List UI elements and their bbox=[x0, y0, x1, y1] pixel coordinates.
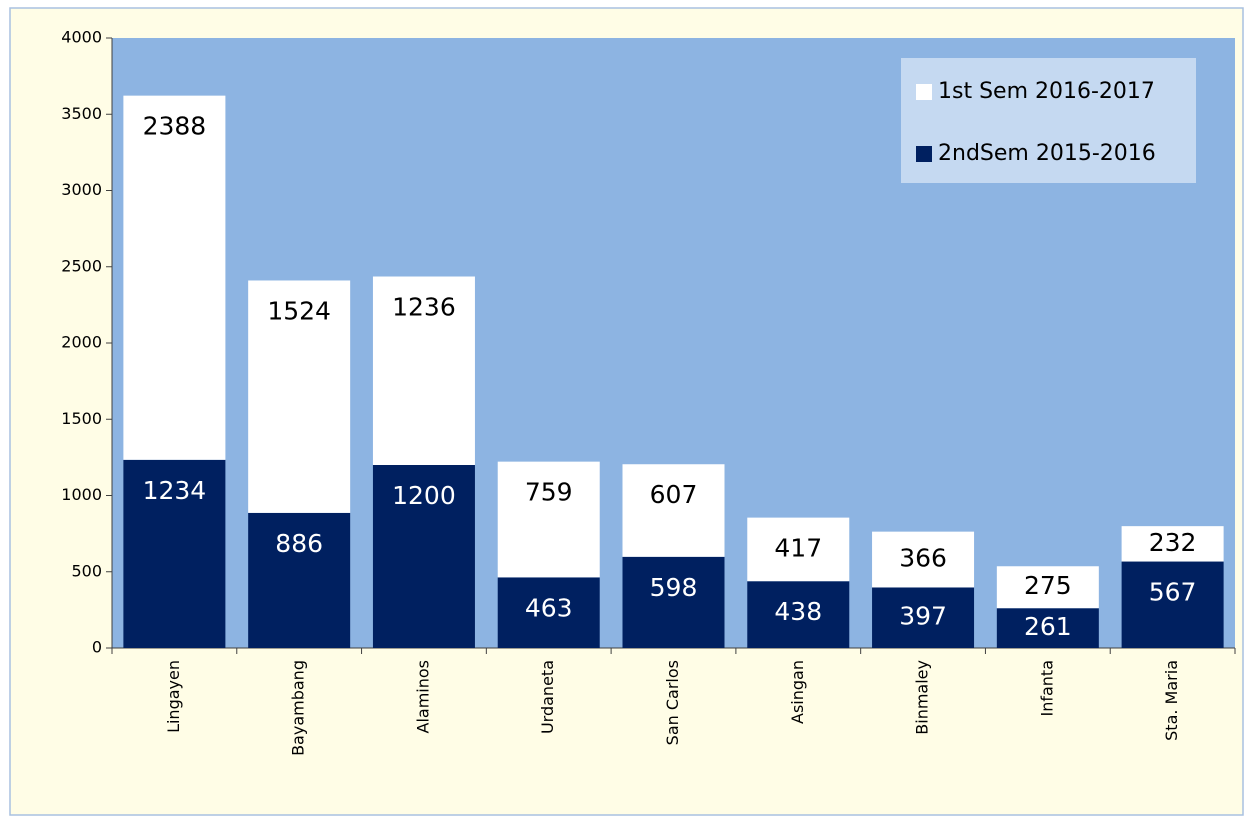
legend-box bbox=[901, 58, 1196, 183]
bar-segment bbox=[123, 95, 226, 460]
bar-segment bbox=[622, 556, 725, 648]
bar-segment bbox=[248, 512, 351, 648]
x-tick-label: Alaminos bbox=[413, 660, 432, 734]
data-label: 275 bbox=[1024, 571, 1072, 600]
bar-segment bbox=[1121, 526, 1224, 562]
bar-segment bbox=[497, 461, 600, 578]
y-tick-label: 1000 bbox=[61, 485, 102, 504]
y-tick-label: 4000 bbox=[61, 28, 102, 47]
data-label: 1524 bbox=[267, 296, 331, 325]
x-tick-label: Lingayen bbox=[164, 660, 183, 733]
y-tick-label: 3000 bbox=[61, 180, 102, 199]
y-tick-label: 500 bbox=[71, 561, 102, 580]
data-label: 886 bbox=[275, 529, 323, 558]
bar-segment bbox=[872, 587, 975, 648]
bar-segment bbox=[372, 465, 475, 648]
legend-swatch bbox=[916, 146, 932, 162]
bar-segment bbox=[747, 517, 850, 582]
data-label: 1200 bbox=[392, 481, 456, 510]
data-label: 417 bbox=[774, 533, 822, 562]
data-label: 567 bbox=[1149, 578, 1197, 607]
data-label: 438 bbox=[774, 597, 822, 626]
data-label: 2388 bbox=[143, 112, 207, 141]
y-tick-label: 2000 bbox=[61, 333, 102, 352]
data-label: 463 bbox=[525, 593, 573, 622]
data-label: 261 bbox=[1024, 612, 1072, 641]
x-tick-label: Binmaley bbox=[913, 660, 932, 735]
legend-label: 1st Sem 2016-2017 bbox=[938, 79, 1155, 104]
y-tick-label: 1500 bbox=[61, 409, 102, 428]
data-label: 1234 bbox=[143, 476, 207, 505]
bar-segment bbox=[622, 464, 725, 557]
data-label: 598 bbox=[650, 573, 698, 602]
bar-segment bbox=[1121, 561, 1224, 648]
x-tick-label: Bayambang bbox=[289, 660, 308, 756]
x-tick-label: Sta. Maria bbox=[1162, 660, 1181, 741]
legend-label: 2ndSem 2015-2016 bbox=[938, 141, 1156, 166]
data-label: 607 bbox=[650, 480, 698, 509]
data-label: 759 bbox=[525, 478, 573, 507]
data-label: 1236 bbox=[392, 293, 456, 322]
data-label: 366 bbox=[899, 544, 947, 573]
data-label: 397 bbox=[899, 602, 947, 631]
x-tick-label: Asingan bbox=[788, 660, 807, 724]
bar-segment bbox=[372, 276, 475, 465]
legend-swatch bbox=[916, 84, 932, 100]
bar-segment bbox=[872, 531, 975, 588]
y-tick-label: 3500 bbox=[61, 104, 102, 123]
bar-segment bbox=[248, 280, 351, 513]
bar-segment bbox=[747, 581, 850, 648]
x-tick-label: Infanta bbox=[1037, 660, 1056, 717]
x-tick-label: Urdaneta bbox=[538, 660, 557, 734]
x-tick-label: San Carlos bbox=[663, 660, 682, 745]
y-tick-label: 0 bbox=[92, 638, 102, 657]
bar-segment bbox=[996, 566, 1099, 609]
bar-segment bbox=[123, 459, 226, 648]
bar-segment bbox=[996, 608, 1099, 648]
y-tick-label: 2500 bbox=[61, 256, 102, 275]
bar-segment bbox=[497, 577, 600, 648]
data-label: 232 bbox=[1149, 528, 1197, 557]
